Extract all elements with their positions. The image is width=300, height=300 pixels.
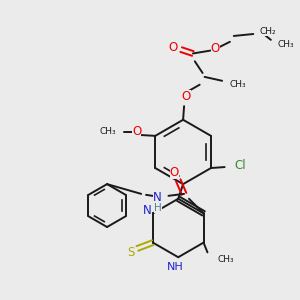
Text: Cl: Cl [234, 159, 246, 172]
Text: N: N [143, 204, 152, 217]
Text: O: O [169, 41, 178, 54]
Text: CH₃: CH₃ [230, 80, 247, 89]
Text: O: O [170, 166, 179, 179]
Text: NH: NH [167, 262, 184, 272]
Text: S: S [127, 246, 134, 259]
Text: CH₃: CH₃ [217, 255, 234, 264]
Text: CH₃: CH₃ [278, 40, 294, 49]
Text: N: N [153, 191, 162, 204]
Text: CH₃: CH₃ [100, 128, 116, 136]
Text: O: O [132, 125, 141, 139]
Text: H: H [154, 199, 162, 208]
Text: O: O [211, 42, 220, 55]
Text: CH₂: CH₂ [259, 27, 276, 36]
Text: H: H [154, 202, 162, 212]
Text: O: O [182, 90, 191, 103]
